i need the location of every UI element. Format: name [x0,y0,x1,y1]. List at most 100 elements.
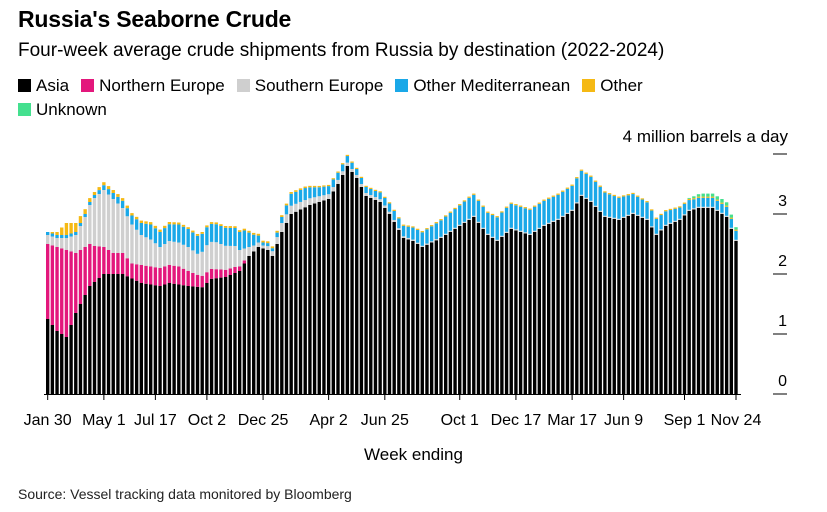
bar-segment-asia [373,200,378,394]
bar-segment-other [579,169,584,171]
bar-segment-other-mediterranean [490,215,495,237]
bar-segment-asia [640,218,645,394]
bar-segment-northern-europe [120,253,125,274]
bar-segment-asia [645,220,649,394]
bar-segment-other [415,228,420,230]
bar-segment-other-mediterranean [130,215,134,225]
bar-segment-other [149,222,153,225]
bar-segment-southern-europe [294,203,298,212]
bar-segment-northern-europe [158,268,162,286]
bar-segment-other [607,193,612,195]
bar-segment-other-mediterranean [500,212,504,236]
week-bar [60,227,64,394]
bar-segment-other-mediterranean [645,202,649,219]
bar-segment-other-mediterranean [387,203,392,212]
bar-segment-northern-europe [46,244,50,319]
week-bar [359,176,364,394]
week-bar [476,199,481,394]
bar-segment-asia [425,244,429,394]
bar-segment-unknown [687,197,691,199]
bar-segment-southern-europe [242,248,247,261]
bar-segment-asia [682,215,687,394]
bar-segment-other-mediterranean [359,178,364,184]
week-bar [729,214,734,394]
bar-segment-other-mediterranean [664,211,668,225]
week-bar [378,191,382,394]
bar-segment-asia [584,199,588,394]
bar-segment-other-mediterranean [551,196,556,221]
bar-segment-southern-europe [280,223,284,232]
legend-swatch [236,79,250,92]
bar-segment-southern-europe [706,206,710,208]
bar-segment-other [289,192,293,194]
bar-segment-other [64,223,69,235]
bar-segment-northern-europe [92,246,97,282]
bar-segment-southern-europe [378,199,382,202]
bar-segment-southern-europe [509,227,513,229]
bar-segment-southern-europe [664,224,668,226]
bar-segment-asia [575,203,579,394]
bar-segment-southern-europe [69,236,73,252]
bar-segment-asia [598,212,602,394]
week-bar [659,213,663,394]
bar-segment-other [518,205,523,207]
bar-segment-other-mediterranean [383,197,387,206]
bar-segment-other [55,232,59,235]
bar-segment-other [420,231,424,233]
bar-segment-other-mediterranean [261,242,265,246]
week-bar [383,196,387,394]
bar-segment-southern-europe [504,231,509,233]
bar-segment-other [429,225,434,227]
bar-segment-other-mediterranean [364,187,368,193]
bar-segment-asia [312,203,317,394]
bar-segment-other [242,228,247,231]
bar-segment-southern-europe [420,245,424,247]
bar-segment-other-mediterranean [481,206,485,228]
bar-segment-other-mediterranean [88,202,92,205]
bar-segment-other [275,230,279,233]
bar-segment-other-mediterranean [631,194,635,213]
legend-swatch [582,79,596,92]
bar-segment-northern-europe [195,274,200,287]
bar-segment-other-mediterranean [205,227,209,246]
bar-segment-southern-europe [50,236,55,246]
bar-segment-southern-europe [462,221,467,223]
bar-segment-southern-europe [551,220,556,222]
bar-segment-other-mediterranean [50,233,55,237]
bar-segment-southern-europe [336,179,340,184]
bar-segment-asia [720,214,724,394]
bar-segment-southern-europe [514,229,518,231]
bar-segment-other [247,230,251,233]
bar-segment-southern-europe [593,205,598,207]
bar-segment-other-mediterranean [74,232,78,235]
week-bar [195,234,200,394]
bar-segment-northern-europe [83,247,87,295]
x-tick-label: Mar 17 [547,412,597,429]
week-bar [125,205,129,394]
bar-segment-unknown [710,193,715,197]
week-bar [144,221,148,394]
bar-segment-northern-europe [219,269,223,278]
bar-segment-other [60,227,64,235]
bar-segment-asia [631,214,635,394]
week-bar [387,202,392,394]
bar-segment-other-mediterranean [710,197,715,207]
bar-segment-northern-europe [228,268,232,275]
week-bar [116,194,120,394]
bar-segment-asia [181,285,186,394]
bar-segment-asia [532,232,537,394]
bar-segment-asia [242,263,247,394]
x-tick-label: Dec 17 [491,412,542,429]
x-tick-label: May 1 [82,412,126,429]
x-tick-label: Jul 17 [134,412,177,429]
bar-segment-southern-europe [401,236,406,238]
bar-segment-southern-europe [317,196,321,202]
bar-segment-southern-europe [696,206,701,208]
bar-segment-other-mediterranean [392,210,396,220]
bar-segment-southern-europe [668,222,673,224]
bar-segment-other [144,221,148,224]
week-bar [710,193,715,394]
bar-segment-northern-europe [214,269,218,279]
week-bar [256,233,261,394]
bar-segment-other-mediterranean [650,210,654,227]
